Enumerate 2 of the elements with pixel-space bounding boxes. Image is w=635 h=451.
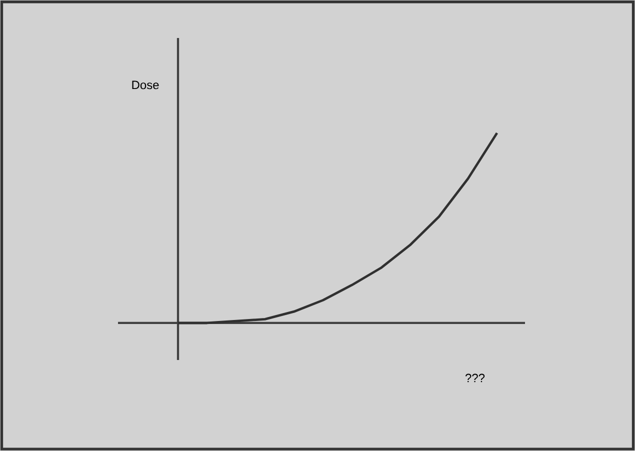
y-axis-title: Dose [132, 80, 159, 90]
x-axis-title: ??? [465, 374, 485, 382]
